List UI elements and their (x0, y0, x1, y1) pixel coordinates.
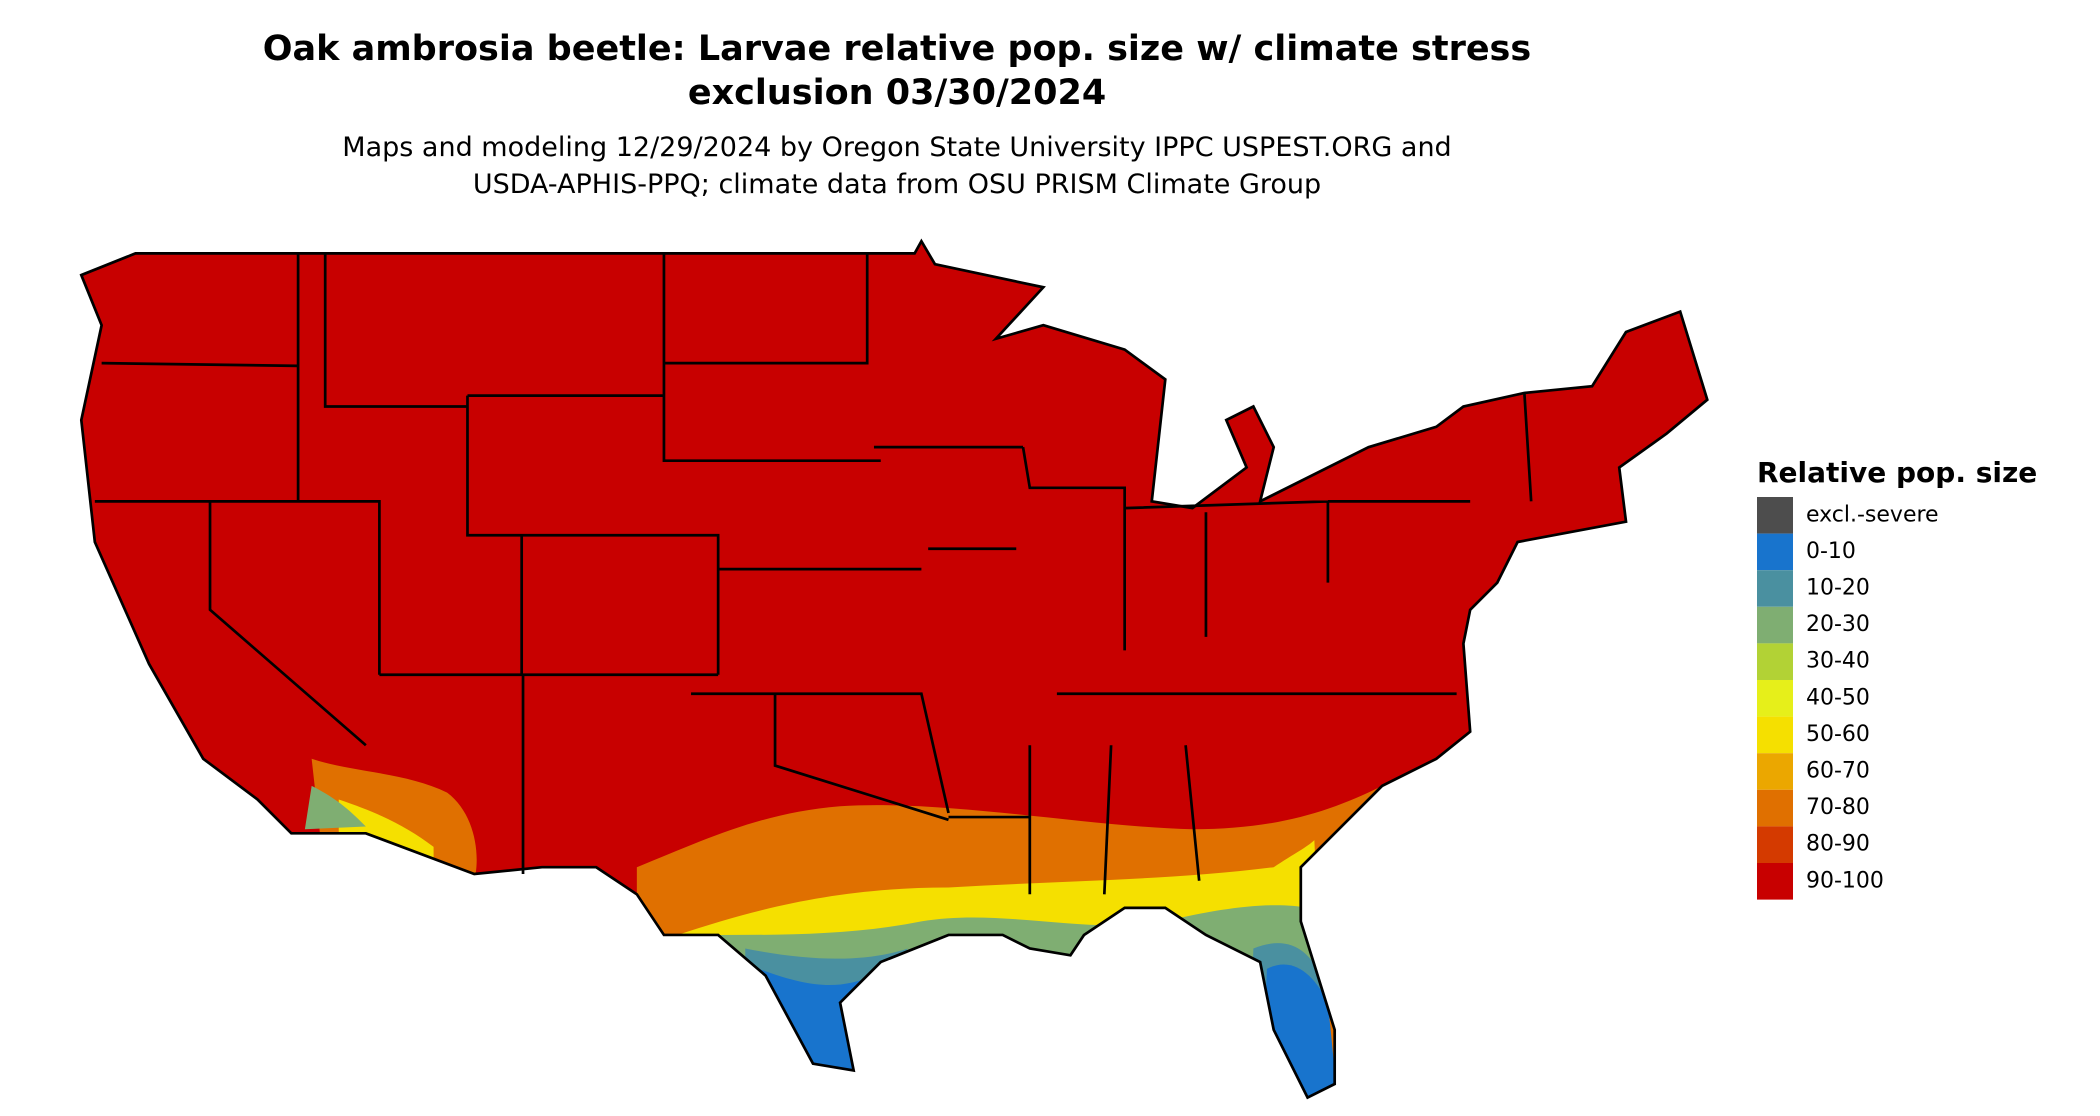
legend-swatch (1757, 643, 1793, 680)
legend-label: 30-40 (1806, 649, 1870, 674)
legend-swatch (1757, 606, 1793, 644)
legend-label: 10-20 (1806, 576, 1870, 601)
legend-label: 20-30 (1806, 612, 1870, 637)
legend-label: 60-70 (1806, 759, 1870, 784)
legend-title: Relative pop. size (1757, 456, 2037, 489)
legend-swatch (1757, 716, 1793, 754)
legend-swatch (1757, 680, 1793, 717)
us-map (79, 238, 1709, 1100)
legend-label: 80-90 (1806, 832, 1870, 857)
title-line: Oak ambrosia beetle: Larvae relative pop… (263, 29, 1531, 69)
legend-label: 90-100 (1806, 868, 1884, 893)
legend-swatch (1757, 533, 1793, 571)
legend-label: 50-60 (1806, 722, 1870, 747)
subtitle-line: USDA-APHIS-PPQ; climate data from OSU PR… (473, 169, 1321, 200)
legend-swatch (1757, 789, 1793, 827)
legend-label: excl.-severe (1806, 502, 1939, 527)
legend-label: 70-80 (1806, 795, 1870, 820)
legend-swatch (1757, 497, 1793, 534)
legend-label: 0-10 (1806, 539, 1856, 564)
legend-swatch (1757, 570, 1793, 607)
legend: Relative pop. size excl.-severe 0-10 10-20… (1757, 456, 2037, 900)
legend-label: 40-50 (1806, 685, 1870, 710)
legend-swatch (1757, 826, 1793, 863)
subtitle-line: Maps and modeling 12/29/2024 by Oregon S… (342, 132, 1451, 163)
title-line: exclusion 03/30/2024 (688, 73, 1106, 113)
legend-swatch (1757, 753, 1793, 790)
legend-swatch (1757, 863, 1793, 900)
